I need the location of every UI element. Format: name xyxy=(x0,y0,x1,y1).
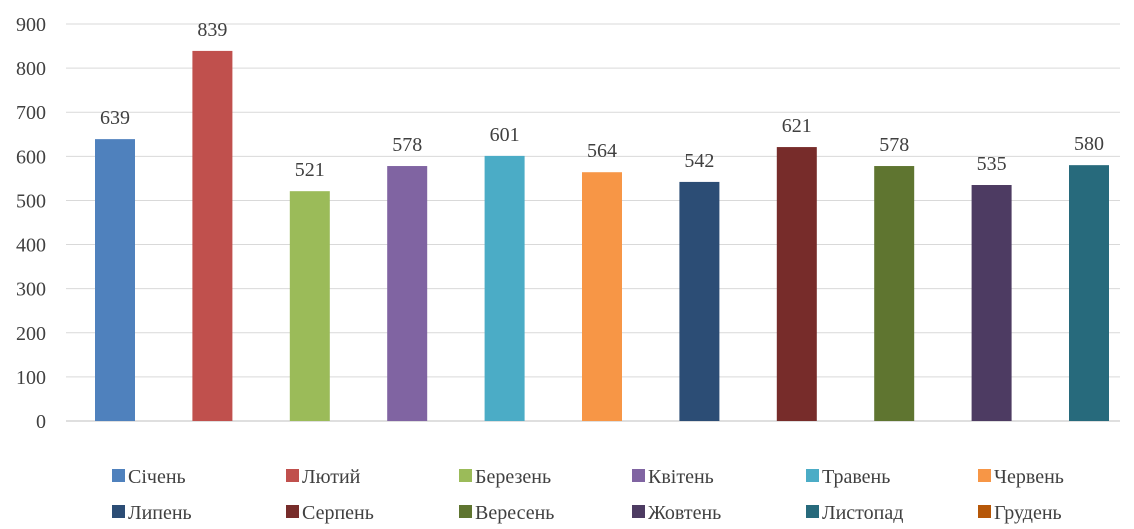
bar-1 xyxy=(95,139,135,421)
bar-3 xyxy=(289,191,330,421)
y-tick-label: 200 xyxy=(16,323,46,345)
y-tick-label: 500 xyxy=(16,190,46,212)
legend-label: Лютий xyxy=(302,466,361,488)
legend-swatch xyxy=(112,505,125,518)
legend-item: Жовтень xyxy=(632,502,721,524)
data-labels: 639 839 521 578 601 564 542 621 578 535 580 xyxy=(100,19,1104,181)
legend-label: Серпень xyxy=(302,502,374,524)
bar-6 xyxy=(582,172,622,421)
legend-label: Квітень xyxy=(648,466,714,488)
y-tick-label: 800 xyxy=(16,58,46,80)
y-tick-label: 0 xyxy=(36,411,46,433)
data-label: 564 xyxy=(587,140,617,162)
y-tick-label: 700 xyxy=(16,102,46,124)
bar-11 xyxy=(1069,165,1109,421)
legend-item: Березень xyxy=(459,466,551,488)
legend-swatch xyxy=(806,505,819,518)
legend-item: Вересень xyxy=(459,502,554,524)
bar-10 xyxy=(971,185,1012,421)
y-tick-label: 400 xyxy=(16,235,46,257)
legend-swatch xyxy=(632,505,645,518)
legend-label: Вересень xyxy=(475,502,554,524)
bar-4 xyxy=(387,166,428,421)
legend-swatch xyxy=(286,505,299,518)
data-label: 521 xyxy=(295,159,325,181)
legend-item: Грудень xyxy=(978,502,1062,524)
data-label: 839 xyxy=(197,19,227,41)
data-label: 601 xyxy=(490,124,520,146)
bar-2 xyxy=(192,50,233,421)
data-label: 535 xyxy=(977,153,1007,175)
y-tick-label: 900 xyxy=(16,14,46,36)
y-tick-label: 300 xyxy=(16,279,46,301)
legend-label: Січень xyxy=(128,466,186,488)
legend-swatch xyxy=(459,505,472,518)
bar-7 xyxy=(679,181,720,421)
legend-item: Липень xyxy=(112,502,192,524)
legend-swatch xyxy=(112,469,125,482)
bar-9 xyxy=(874,166,915,421)
legend-swatch xyxy=(632,469,645,482)
y-tick-label: 100 xyxy=(16,367,46,389)
legend-item: Січень xyxy=(112,466,186,488)
data-label: 639 xyxy=(100,107,130,129)
legend-label: Жовтень xyxy=(648,502,721,524)
data-label: 621 xyxy=(782,115,812,137)
bar-8 xyxy=(776,147,817,421)
bar-5 xyxy=(484,155,525,422)
legend-item: Квітень xyxy=(632,466,714,488)
legend-item: Червень xyxy=(978,466,1064,488)
bars xyxy=(95,50,1109,422)
legend-swatch xyxy=(978,505,991,518)
legend: Січень Лютий Березень Квітень Травень Червень… xyxy=(112,466,1064,524)
y-axis: 0 100 200 300 400 500 600 700 800 900 xyxy=(16,14,46,433)
data-label: 542 xyxy=(684,150,714,172)
legend-label: Травень xyxy=(822,466,890,488)
data-label: 578 xyxy=(392,134,422,156)
y-tick-label: 600 xyxy=(16,146,46,168)
data-label: 578 xyxy=(879,134,909,156)
legend-item: Травень xyxy=(806,466,890,488)
legend-swatch xyxy=(459,469,472,482)
legend-item: Лютий xyxy=(286,466,361,488)
legend-swatch xyxy=(286,469,299,482)
legend-label: Червень xyxy=(994,466,1064,488)
data-label: 580 xyxy=(1074,133,1104,155)
legend-item: Листопад xyxy=(806,502,903,524)
legend-label: Березень xyxy=(475,466,551,488)
legend-label: Грудень xyxy=(994,502,1062,524)
legend-swatch xyxy=(806,469,819,482)
legend-item: Серпень xyxy=(286,502,374,524)
legend-swatch xyxy=(978,469,991,482)
legend-label: Листопад xyxy=(822,502,903,524)
legend-label: Липень xyxy=(128,502,192,524)
